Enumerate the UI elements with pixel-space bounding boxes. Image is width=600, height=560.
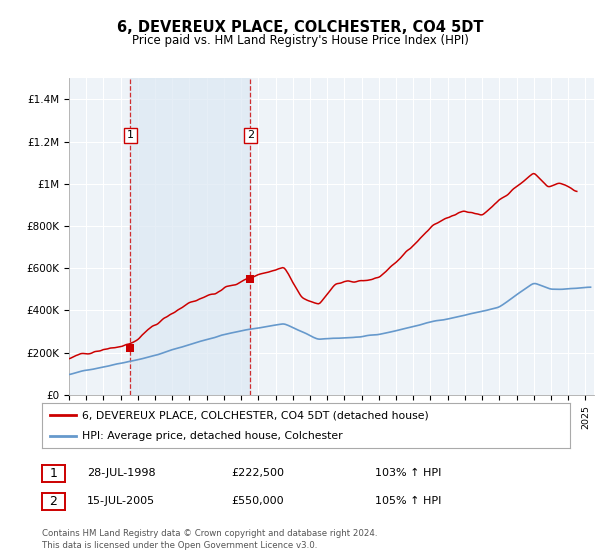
Text: 6, DEVEREUX PLACE, COLCHESTER, CO4 5DT: 6, DEVEREUX PLACE, COLCHESTER, CO4 5DT bbox=[117, 20, 483, 35]
Text: 15-JUL-2005: 15-JUL-2005 bbox=[87, 496, 155, 506]
Text: 105% ↑ HPI: 105% ↑ HPI bbox=[375, 496, 442, 506]
Text: Price paid vs. HM Land Registry's House Price Index (HPI): Price paid vs. HM Land Registry's House … bbox=[131, 34, 469, 46]
Text: 103% ↑ HPI: 103% ↑ HPI bbox=[375, 468, 442, 478]
Text: £222,500: £222,500 bbox=[231, 468, 284, 478]
Text: Contains HM Land Registry data © Crown copyright and database right 2024.
This d: Contains HM Land Registry data © Crown c… bbox=[42, 529, 377, 550]
Text: 1: 1 bbox=[49, 466, 58, 480]
Text: £550,000: £550,000 bbox=[231, 496, 284, 506]
Text: 1: 1 bbox=[127, 130, 134, 141]
Text: 6, DEVEREUX PLACE, COLCHESTER, CO4 5DT (detached house): 6, DEVEREUX PLACE, COLCHESTER, CO4 5DT (… bbox=[82, 410, 428, 421]
Text: 2: 2 bbox=[49, 494, 58, 508]
Text: HPI: Average price, detached house, Colchester: HPI: Average price, detached house, Colc… bbox=[82, 431, 342, 441]
Text: 2: 2 bbox=[247, 130, 254, 141]
Bar bbox=[130, 78, 250, 395]
Text: 28-JUL-1998: 28-JUL-1998 bbox=[87, 468, 155, 478]
